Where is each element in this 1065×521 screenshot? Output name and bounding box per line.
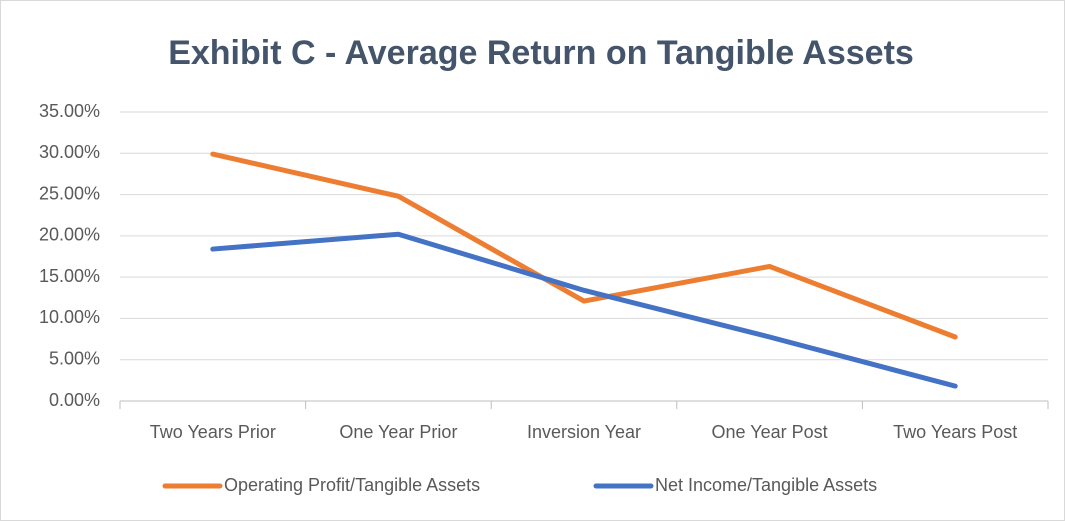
x-tick-label: Inversion Year	[527, 422, 641, 442]
x-tick-label: Two Years Prior	[150, 422, 276, 442]
chart-title: Exhibit C - Average Return on Tangible A…	[168, 34, 914, 72]
data-line	[210, 151, 958, 340]
y-tick-label: 20.00%	[39, 225, 100, 245]
y-tick-label: 30.00%	[39, 142, 100, 162]
y-tick-label: 10.00%	[39, 307, 100, 327]
legend-label: Net Income/Tangible Assets	[655, 475, 877, 495]
x-tick-label: One Year Post	[712, 422, 828, 442]
x-tick-label: One Year Prior	[339, 422, 457, 442]
data-line	[210, 231, 958, 389]
x-tick-label: Two Years Post	[893, 422, 1017, 442]
legend-label: Operating Profit/Tangible Assets	[224, 475, 480, 495]
y-tick-label: 5.00%	[49, 348, 100, 368]
y-tick-label: 0.00%	[49, 390, 100, 410]
y-tick-label: 15.00%	[39, 266, 100, 286]
y-tick-label: 35.00%	[39, 101, 100, 121]
y-tick-label: 25.00%	[39, 183, 100, 203]
